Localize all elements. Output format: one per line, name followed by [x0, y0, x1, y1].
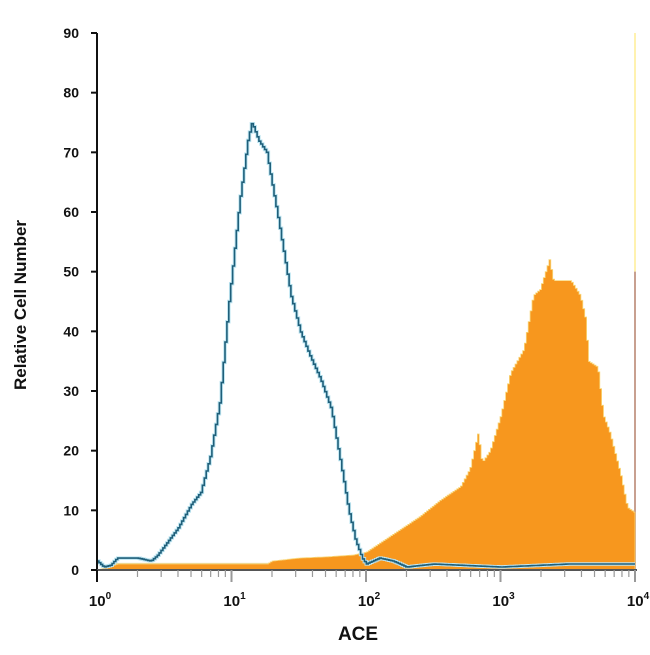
y-tick-label: 90	[63, 25, 79, 41]
x-tick-label: 100	[89, 591, 112, 610]
x-tick-label: 104	[627, 591, 650, 610]
y-axis-label: Relative Cell Number	[11, 220, 30, 390]
x-axis-ticks: 100 101 102 103 104	[89, 570, 650, 610]
y-tick-label: 60	[63, 204, 79, 220]
y-tick-label: 40	[63, 323, 79, 339]
y-tick-label: 50	[63, 264, 79, 280]
isotype-histogram-line	[97, 122, 635, 568]
x-tick-label: 102	[358, 591, 381, 610]
x-axis-label: ACE	[338, 624, 378, 645]
y-tick-label: 0	[71, 562, 79, 578]
x-tick-label: 101	[223, 591, 246, 610]
y-tick-label: 10	[63, 502, 79, 518]
y-axis-ticks: 0 10 20 30 40 50 60 70 80 90	[63, 25, 97, 578]
y-tick-label: 80	[63, 85, 79, 101]
x-tick-label: 103	[492, 591, 515, 610]
y-tick-label: 30	[63, 383, 79, 399]
y-tick-label: 70	[63, 144, 79, 160]
y-tick-label: 20	[63, 443, 79, 459]
stained-histogram-area	[97, 259, 636, 571]
plot-area	[97, 33, 636, 571]
